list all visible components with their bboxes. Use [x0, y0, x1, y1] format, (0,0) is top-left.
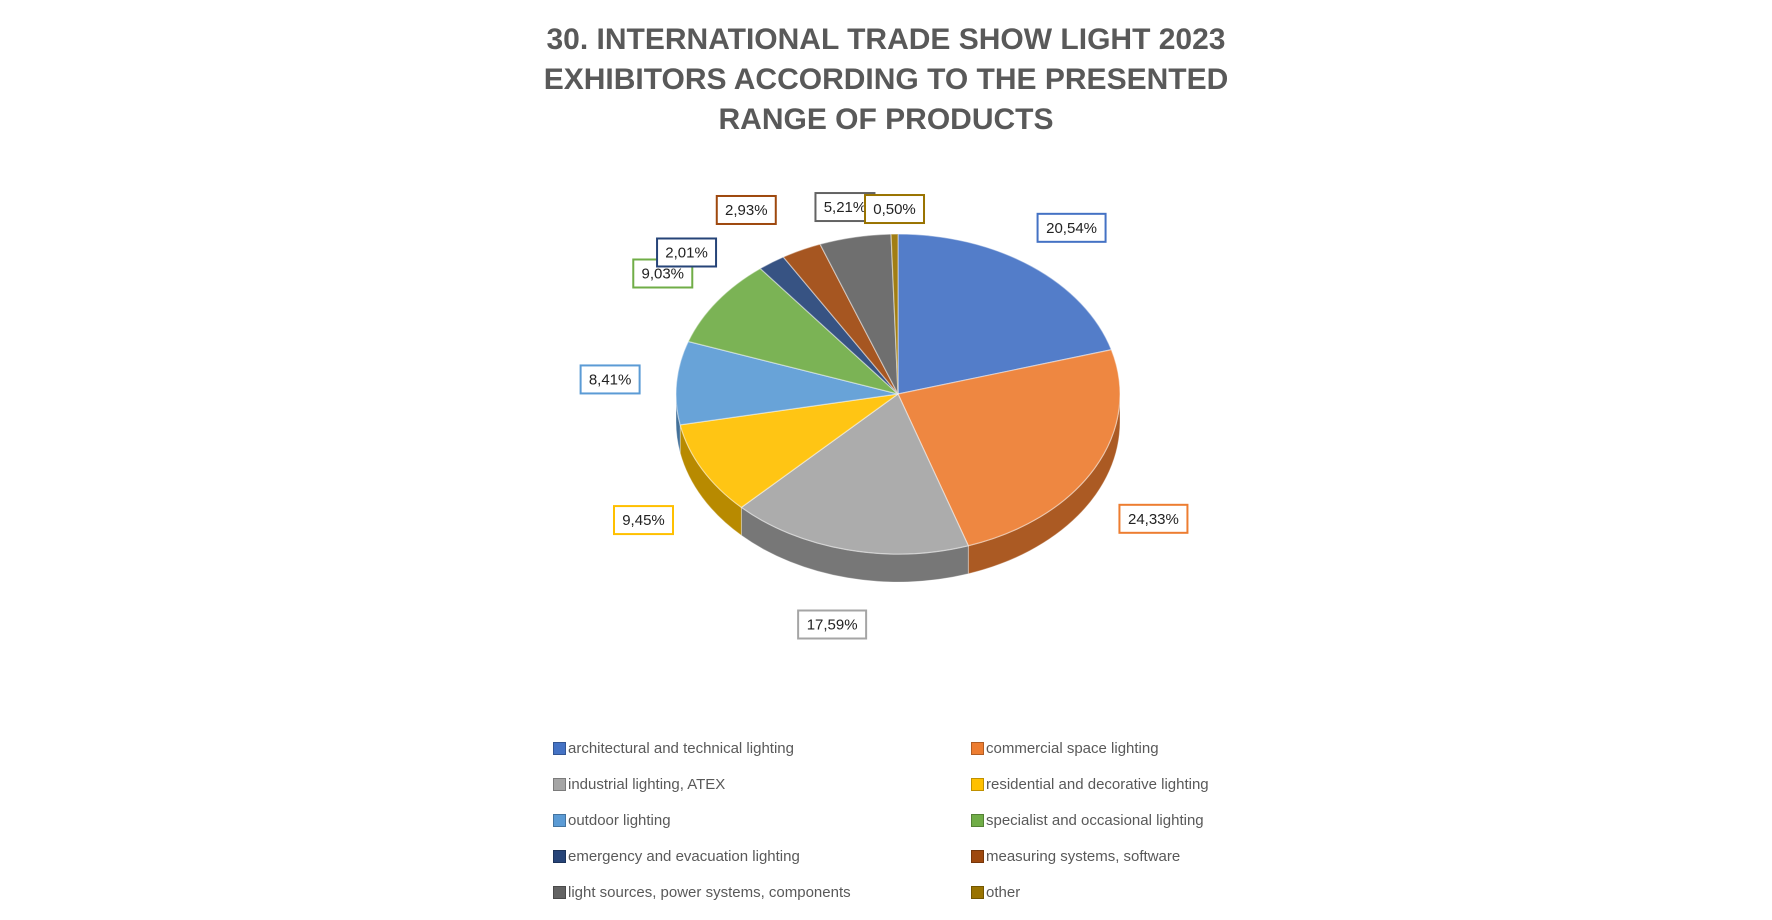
legend-swatch	[553, 814, 566, 827]
legend-item-emergency: emergency and evacuation lighting	[553, 846, 971, 867]
data-label-text-1: 24,33%	[1128, 511, 1179, 528]
data-label-3: 9,45%	[612, 505, 674, 536]
pie-slice-8	[819, 233, 899, 395]
legend-label: other	[986, 884, 1021, 901]
legend-item-residential: residential and decorative lighting	[971, 774, 1251, 795]
data-label-1: 24,33%	[1118, 503, 1189, 534]
legend-item-industrial: industrial lighting, ATEX	[553, 774, 971, 795]
data-label-text-2: 17,59%	[807, 617, 858, 634]
data-label-box-9	[864, 194, 926, 225]
data-label-4: 8,41%	[579, 364, 641, 395]
chart-title: 30. INTERNATIONAL TRADE SHOW LIGHT 2023 …	[0, 20, 1772, 140]
data-label-box-3	[612, 505, 674, 536]
chart-title-line-3: RANGE OF PRODUCTS	[718, 103, 1054, 136]
legend-item-measuring: measuring systems, software	[971, 846, 1251, 867]
chart-title-line-2: EXHIBITORS ACCORDING TO THE PRESENTED	[543, 63, 1229, 96]
pie-slice-9	[890, 233, 899, 395]
legend-swatch	[553, 886, 566, 899]
legend-item-specialist: specialist and occasional lighting	[971, 810, 1251, 831]
legend-label: commercial space lighting	[986, 740, 1159, 757]
data-label-text-8: 5,21%	[824, 199, 867, 216]
data-label-0: 20,54%	[1036, 212, 1107, 243]
data-label-text-9: 0,50%	[873, 201, 916, 218]
data-label-text-0: 20,54%	[1046, 220, 1097, 237]
pie-slice-7	[782, 243, 899, 395]
legend-swatch	[553, 850, 566, 863]
legend: architectural and technical lighting com…	[553, 738, 1253, 903]
pie-slice-2	[740, 393, 970, 555]
legend-swatch	[971, 886, 984, 899]
data-label-9: 0,50%	[864, 194, 926, 225]
chart-title-line-1: 30. INTERNATIONAL TRADE SHOW LIGHT 2023	[546, 23, 1226, 56]
legend-label: outdoor lighting	[568, 812, 671, 829]
legend-swatch	[971, 850, 984, 863]
legend-label: light sources, power systems, components	[568, 884, 851, 901]
legend-item-other: other	[971, 882, 1251, 903]
legend-item-light-sources: light sources, power systems, components	[553, 882, 971, 903]
data-label-box-1	[1118, 503, 1189, 534]
legend-label: architectural and technical lighting	[568, 740, 794, 757]
data-label-box-0	[1036, 212, 1107, 243]
legend-swatch	[971, 778, 984, 791]
pie-slice-4	[675, 340, 899, 426]
data-label-box-6	[656, 237, 718, 268]
data-label-text-6: 2,01%	[665, 244, 708, 261]
data-label-7: 2,93%	[715, 194, 777, 225]
legend-swatch	[553, 778, 566, 791]
data-label-box-7	[715, 194, 777, 225]
data-label-6: 2,01%	[656, 237, 718, 268]
data-label-box-4	[579, 364, 641, 395]
data-label-2: 17,59%	[797, 609, 868, 640]
pie-slice-0	[897, 233, 1113, 395]
data-label-text-4: 8,41%	[589, 371, 632, 388]
pie-slice-5	[687, 267, 899, 395]
legend-label: specialist and occasional lighting	[986, 812, 1204, 829]
legend-item-outdoor: outdoor lighting	[553, 810, 971, 831]
pie-slice-3	[679, 393, 899, 509]
legend-item-commercial: commercial space lighting	[971, 738, 1251, 759]
legend-swatch	[971, 814, 984, 827]
data-label-5: 9,03%	[632, 258, 694, 289]
legend-swatch	[553, 742, 566, 755]
legend-swatch	[971, 742, 984, 755]
data-label-box-2	[797, 609, 868, 640]
legend-label: residential and decorative lighting	[986, 776, 1209, 793]
pie-slice-6	[759, 256, 899, 395]
legend-label: emergency and evacuation lighting	[568, 848, 800, 865]
legend-item-architectural: architectural and technical lighting	[553, 738, 971, 759]
legend-label: measuring systems, software	[986, 848, 1181, 865]
legend-label: industrial lighting, ATEX	[568, 776, 726, 793]
data-label-text-7: 2,93%	[725, 202, 768, 219]
data-label-text-3: 9,45%	[622, 512, 665, 529]
pie-slice-1	[897, 349, 1121, 547]
data-label-text-5: 9,03%	[641, 265, 684, 282]
